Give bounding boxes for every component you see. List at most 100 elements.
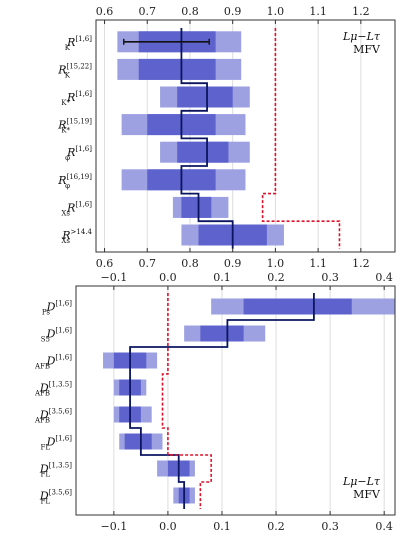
category-sub: K* [61,99,70,107]
x-tick-label-bottom: 0.3 [321,520,339,533]
inner-band-bar [181,196,212,218]
model-label-line2: MFV [353,43,381,56]
category-base: D [39,382,49,395]
central-value-line [129,293,315,509]
category-sub: K* [61,127,70,135]
x-tick-label-top: 1.2 [352,5,370,18]
category-label: D[3.5,6] [39,408,72,422]
category-label: D[1,6] [46,354,73,368]
category-base: R [66,146,75,159]
x-tick-label-top: 0.9 [224,5,242,18]
category-base: D [46,328,56,341]
category-base: R [57,119,66,132]
x-tick-label-top: 0.6 [96,5,114,18]
x-tick-label-top: 0.4 [375,271,393,284]
category-sub: φ [65,182,70,190]
x-tick-label-bottom: 0.9 [224,257,242,270]
model-label-line1: Lμ−Lτ [342,475,381,488]
category-base: D [46,355,56,368]
x-tick-label-top: 0.3 [321,271,339,284]
category-base: D [46,436,56,449]
category-base: R [57,174,66,187]
x-tick-label-top: 1.0 [267,5,285,18]
x-tick-label-bottom: 0.0 [159,520,177,533]
category-label: D[1,6] [46,327,73,341]
category-label: R[1,6] [66,200,92,214]
category-sub: FL [40,471,50,479]
x-tick-label-top: 0.8 [181,5,199,18]
sm-prediction-line [261,28,341,249]
category-sub: K [65,44,71,52]
category-sup: [1,6] [55,327,72,335]
category-sup: [1,6] [75,35,92,43]
x-tick-label-bottom: 0.1 [213,520,231,533]
x-tick-label-top: 1.1 [309,5,327,18]
model-label-line2: MFV [353,488,381,501]
inner-band-bar [124,433,152,450]
category-base: D [46,301,56,314]
category-sup: [1,6] [55,300,72,308]
inner-band-bar [200,325,244,342]
category-sup: [1,3.5] [49,381,73,389]
category-label: D[1,3.5] [39,462,72,476]
category-label: D[1,3.5] [39,381,72,395]
x-tick-label-bottom: −0.1 [100,520,127,533]
category-sub: S5 [41,336,50,344]
category-sub: AFB [34,390,50,398]
category-label: R[15,22] [57,62,92,76]
category-sub: Ps [42,309,51,317]
category-sup: [3.5,6] [49,489,73,497]
category-base: D [39,409,49,422]
x-tick-label-bottom: 0.8 [181,257,199,270]
category-label: D[1,6] [46,300,73,314]
x-tick-label-top: 0.7 [139,5,157,18]
x-tick-label-bottom: 1.0 [267,257,285,270]
category-sup: [15,22] [66,62,92,70]
inner-band-bar [138,58,216,80]
category-label: R[1,6] [66,90,92,104]
inner-band-bar [243,298,352,315]
plot-frame [95,19,396,253]
x-tick-label-bottom: 0.7 [139,257,157,270]
x-tick-label-bottom: 0.2 [267,520,285,533]
category-label: R[1,6] [66,35,92,49]
category-base: R [57,63,66,76]
category-sub: FL [40,498,50,506]
category-sub: AFB [34,363,50,371]
central-value-line [180,28,234,249]
category-sup: [3.5,6] [49,408,73,416]
category-base: R [66,91,75,104]
category-base: R [66,36,75,49]
x-tick-label-top: 0.2 [267,271,285,284]
x-tick-label-bottom: 1.1 [309,257,327,270]
x-tick-label-top: 0.1 [213,271,231,284]
category-sup: [15,19] [66,118,92,126]
category-sub: φ [65,154,70,162]
x-tick-label-bottom: 1.2 [352,257,370,270]
sm-prediction-line [161,293,212,509]
category-sub: FL [40,444,50,452]
top-panel: 0.6 0.6 0.7 0.7 0.8 0.8 0.9 0.9 1.0 1.0 1.1 1.1 1.2 1… [57,5,396,270]
category-sup: [1,6] [55,435,72,443]
category-sup: [16,19] [66,173,92,181]
category-base: D [39,490,49,503]
category-sup: [1,6] [75,90,92,98]
bottom-panel: −0.1−0.10.00.00.10.10.20.20.30.30.40.4D[… [34,271,396,533]
category-sub: AFB [34,417,50,425]
category-sub: Xs [61,209,70,217]
x-tick-label-top: −0.1 [100,271,127,284]
category-sup: [1,6] [75,145,92,153]
category-base: D [39,463,49,476]
category-sup: [1,6] [75,200,92,208]
x-tick-label-bottom: 0.4 [375,520,393,533]
category-label: R[15,19] [57,118,92,132]
x-tick-label-top: 0.0 [159,271,177,284]
inner-band-bar [177,141,229,163]
category-sub: Xs [61,237,70,245]
x-tick-label-bottom: 0.6 [96,257,114,270]
category-label: R[16,19] [57,173,92,187]
category-label: R>14.4 [61,228,92,242]
category-base: R [61,229,70,242]
category-sup: >14.4 [71,228,93,236]
